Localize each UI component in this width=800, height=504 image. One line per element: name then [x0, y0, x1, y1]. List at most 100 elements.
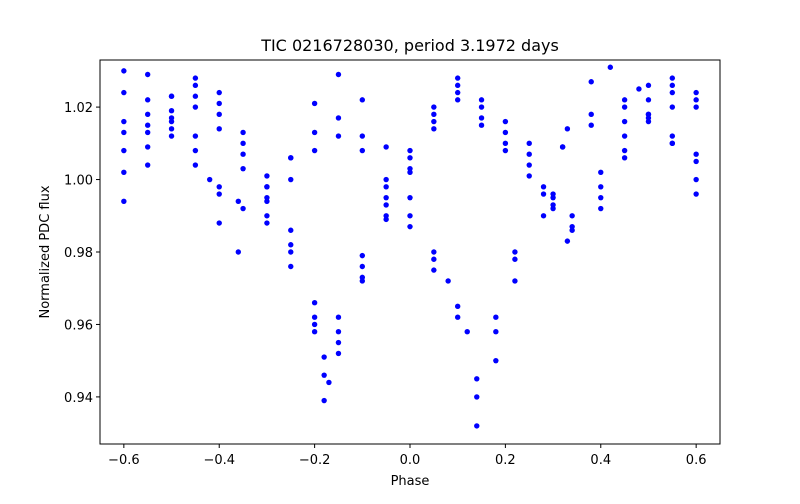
- data-point: [311, 100, 318, 107]
- data-point: [693, 191, 699, 197]
- data-point: [168, 93, 175, 99]
- data-point: [598, 194, 604, 201]
- data-point: [669, 89, 676, 96]
- data-point: [669, 75, 676, 81]
- data-point: [478, 104, 485, 110]
- data-point: [493, 357, 499, 364]
- data-point: [168, 115, 175, 121]
- data-point: [454, 75, 461, 81]
- data-point: [588, 122, 594, 128]
- data-point: [383, 176, 389, 183]
- data-point: [216, 89, 222, 96]
- data-point: [359, 252, 366, 259]
- data-point: [540, 191, 547, 197]
- data-point: [144, 71, 151, 78]
- data-point: [383, 202, 389, 208]
- data-point: [478, 97, 485, 103]
- data-point: [645, 118, 652, 125]
- data-point: [144, 122, 151, 128]
- x-tick-label: −0.6: [108, 453, 140, 468]
- data-point: [264, 220, 270, 226]
- data-point: [474, 394, 480, 400]
- data-point: [607, 64, 614, 70]
- data-point: [311, 321, 318, 328]
- data-point: [359, 274, 366, 281]
- data-point: [512, 249, 518, 255]
- data-point: [144, 97, 151, 103]
- y-tick-label: 0.94: [64, 391, 93, 406]
- data-point: [383, 184, 389, 190]
- data-point: [431, 126, 437, 132]
- data-point: [121, 118, 127, 125]
- data-point: [216, 220, 222, 226]
- data-point: [407, 213, 413, 219]
- data-point: [121, 129, 127, 136]
- data-point: [502, 147, 509, 154]
- data-point: [502, 129, 509, 136]
- data-point: [454, 82, 461, 89]
- plot-area-frame: [99, 59, 721, 445]
- data-point: [693, 158, 699, 165]
- data-point: [288, 227, 294, 233]
- data-point: [493, 314, 499, 320]
- data-point: [288, 263, 294, 270]
- data-point: [288, 155, 294, 161]
- data-series-1: [121, 75, 699, 404]
- data-point: [512, 256, 518, 262]
- data-point: [335, 115, 342, 121]
- data-point: [321, 372, 327, 378]
- data-point: [216, 126, 222, 132]
- data-point: [526, 140, 532, 147]
- data-point: [264, 184, 270, 190]
- data-point: [288, 242, 294, 248]
- data-point: [407, 155, 413, 161]
- data-point: [588, 79, 594, 85]
- data-point: [321, 397, 327, 404]
- data-point: [431, 118, 437, 125]
- data-point: [335, 329, 342, 335]
- data-point: [645, 97, 652, 103]
- data-point: [569, 213, 575, 219]
- data-point: [445, 278, 451, 284]
- data-point: [693, 97, 699, 103]
- data-point: [598, 184, 604, 190]
- x-tick-label: −0.4: [203, 453, 235, 468]
- data-point: [669, 104, 676, 110]
- data-point: [564, 238, 571, 244]
- data-point: [502, 140, 509, 147]
- data-point: [335, 133, 342, 139]
- data-point: [359, 97, 366, 103]
- data-point: [216, 111, 222, 118]
- data-point: [121, 147, 127, 154]
- data-point: [431, 111, 437, 118]
- data-point: [240, 129, 246, 136]
- data-point: [359, 133, 366, 139]
- y-tick-label: 0.96: [64, 318, 93, 333]
- data-point: [693, 104, 699, 110]
- data-point: [121, 68, 127, 74]
- data-point: [621, 104, 628, 110]
- data-point: [669, 82, 676, 89]
- data-point: [454, 89, 461, 96]
- data-point: [335, 339, 342, 346]
- data-point: [588, 111, 594, 118]
- data-point: [478, 122, 485, 128]
- data-point: [598, 205, 604, 212]
- data-point: [569, 227, 575, 233]
- data-series-4: [121, 97, 699, 386]
- data-point: [240, 205, 246, 212]
- y-tick-label: 1.00: [64, 174, 93, 189]
- data-point: [621, 97, 628, 103]
- data-point: [383, 144, 389, 150]
- x-tick-label: −0.2: [299, 453, 331, 468]
- data-point: [288, 176, 294, 183]
- data-point: [454, 303, 461, 310]
- x-tick-label: 0.0: [400, 453, 421, 468]
- data-point: [383, 216, 389, 223]
- data-point: [144, 144, 151, 150]
- data-point: [407, 147, 413, 154]
- data-point: [311, 147, 318, 154]
- data-point: [693, 176, 699, 183]
